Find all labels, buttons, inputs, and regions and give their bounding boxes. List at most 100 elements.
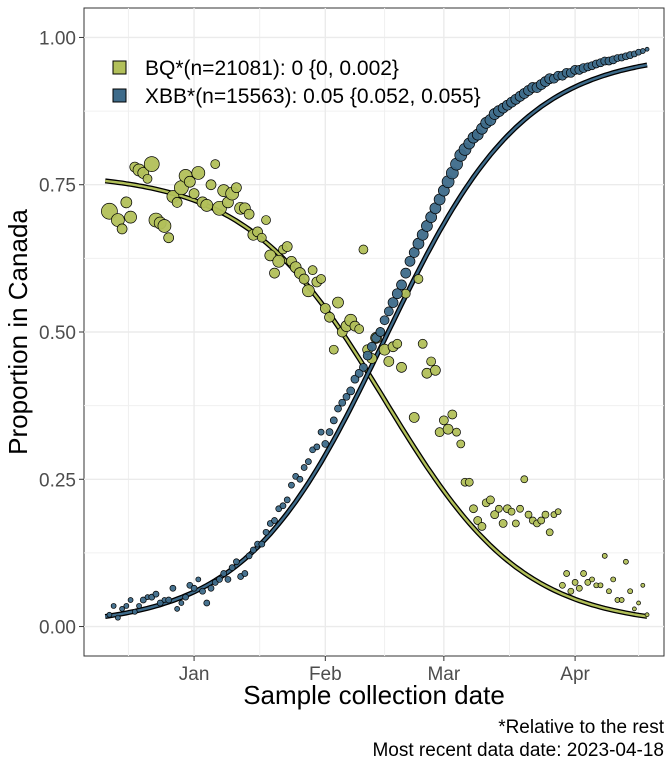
point-xbb <box>391 288 403 300</box>
point-xbb <box>396 279 407 291</box>
caption-relative: *Relative to the rest <box>498 717 665 738</box>
point-bq <box>332 296 344 309</box>
point-bq <box>142 173 153 184</box>
fit-line-bq <box>105 179 648 618</box>
point-xbb <box>207 584 215 592</box>
x-tick-label: Apr <box>560 664 590 685</box>
point-xbb <box>313 443 321 451</box>
point-bq <box>261 215 271 225</box>
point-bq <box>567 587 575 595</box>
point-bq <box>120 196 133 209</box>
legend-label: XBB*(n=15563): 0.05 {0.052, 0.055} <box>145 85 481 108</box>
point-xbb <box>317 428 325 436</box>
point-bq <box>584 579 592 586</box>
point-xbb <box>338 398 347 407</box>
point-bq <box>426 356 437 367</box>
point-bq <box>205 179 217 191</box>
point-bq <box>623 558 629 565</box>
point-bq <box>269 267 280 279</box>
point-bq <box>447 409 458 420</box>
point-xbb <box>279 502 287 510</box>
point-xbb <box>241 570 249 577</box>
point-xbb <box>321 440 330 448</box>
point-bq <box>601 553 608 559</box>
legend-label: BQ*(n=21081): 0 {0, 0.002} <box>145 57 399 80</box>
point-bq <box>183 175 196 188</box>
point-bq <box>307 265 318 275</box>
point-xbb <box>283 496 291 504</box>
point-bq <box>316 274 326 284</box>
point-bq <box>597 582 604 589</box>
point-bq <box>383 356 395 367</box>
point-xbb <box>136 603 142 609</box>
point-xbb <box>174 606 180 612</box>
point-xbb <box>216 576 223 583</box>
point-xbb <box>169 584 177 592</box>
point-bq <box>272 254 286 268</box>
caption-data-date: Most recent data date: 2023-04-18 <box>372 740 664 761</box>
y-tick-label: 0.75 <box>39 176 76 197</box>
point-bq <box>430 364 441 376</box>
point-xbb <box>379 315 390 326</box>
point-bq <box>163 232 175 244</box>
point-xbb <box>139 596 147 604</box>
point-bq <box>524 510 533 519</box>
point-xbb <box>375 327 386 337</box>
point-xbb <box>233 558 240 566</box>
point-bq <box>516 504 524 513</box>
point-bq <box>124 210 137 224</box>
point-xbb <box>195 576 202 583</box>
point-xbb <box>354 368 364 378</box>
point-xbb <box>110 603 117 609</box>
point-xbb <box>644 46 650 52</box>
point-xbb <box>288 481 295 489</box>
point-bq <box>520 475 529 484</box>
point-bq <box>537 516 546 525</box>
point-bq <box>589 576 595 583</box>
point-bq <box>473 516 483 525</box>
point-xbb <box>190 584 198 592</box>
y-tick-label: 0.50 <box>39 323 76 344</box>
point-bq <box>452 427 461 437</box>
point-bq <box>644 612 650 618</box>
point-xbb <box>296 475 304 483</box>
y-axis-ticks: 0.00 0.25 0.50 0.75 1.00 <box>39 28 84 639</box>
point-xbb <box>156 599 164 607</box>
x-axis-title: Sample collection date <box>243 680 505 710</box>
point-xbb <box>152 590 160 598</box>
point-bq <box>188 188 200 199</box>
point-xbb <box>362 350 373 361</box>
legend-key <box>112 88 127 103</box>
point-xbb <box>199 587 206 595</box>
y-tick-label: 1.00 <box>39 28 76 49</box>
point-bq <box>554 508 562 516</box>
point-bq <box>408 412 420 423</box>
point-bq <box>191 166 206 180</box>
point-xbb <box>400 267 412 279</box>
point-bq <box>417 338 428 349</box>
point-bq <box>157 219 172 233</box>
point-bq <box>495 504 503 513</box>
point-bq <box>210 159 221 169</box>
point-xbb <box>203 599 211 607</box>
point-bq <box>392 338 403 349</box>
point-xbb <box>346 386 356 396</box>
point-xbb <box>131 608 138 615</box>
legend-key <box>112 60 127 75</box>
point-bq <box>559 581 566 589</box>
point-bq <box>563 570 570 577</box>
legend: BQ*(n=21081): 0 {0, 0.002} XBB*(n=15563):… <box>112 57 481 108</box>
point-xbb <box>325 428 334 436</box>
point-xbb <box>387 297 399 308</box>
point-xbb <box>220 570 228 577</box>
point-bq <box>606 588 612 595</box>
point-bq <box>477 522 487 531</box>
point-xbb <box>182 593 189 601</box>
point-bq <box>632 606 637 612</box>
point-xbb <box>106 611 113 618</box>
point-xbb <box>245 552 253 560</box>
point-bq <box>231 182 242 194</box>
point-bq <box>640 582 646 588</box>
point-bq <box>490 510 500 519</box>
point-xbb <box>367 341 377 352</box>
